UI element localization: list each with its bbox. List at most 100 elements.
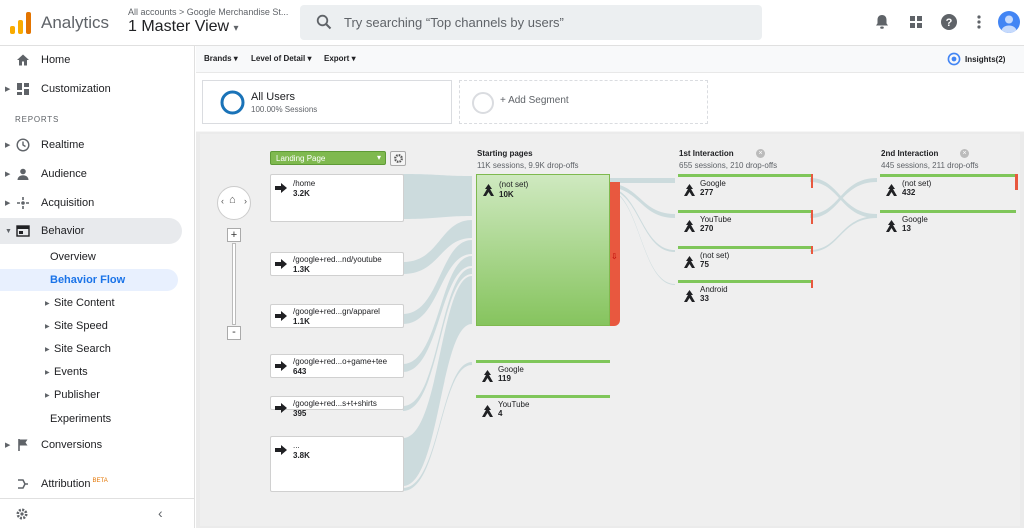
interaction-node[interactable]: YouTube 270 [678,213,812,239]
sidebar-subitem-overview[interactable]: Overview [0,246,178,268]
analytics-logo-icon[interactable] [10,12,32,34]
node-label: Google [700,179,726,188]
sidebar-item-audience[interactable]: ▶ Audience [0,161,182,187]
flag-icon [18,439,28,451]
node-label: (not set) [902,179,932,188]
sidebar-item-label: Home [41,54,71,66]
drop-off-bar [1015,174,1018,190]
sidebar-subitem-experiments[interactable]: Experiments [0,408,178,430]
gear-icon[interactable] [15,507,29,521]
remove-step-icon[interactable]: × [960,149,969,158]
help-icon[interactable]: ? [940,13,958,31]
landing-page-node[interactable]: /google+red...gn/apparel 1.1K [270,304,404,328]
flow-settings-button[interactable] [390,151,406,166]
expand-caret-icon: ▶ [5,171,11,178]
sidebar-item-home[interactable]: Home [0,47,182,73]
node-traffic-bar [678,174,812,177]
interaction-node[interactable]: (not set) 75 [678,249,812,275]
sidebar-item-label: Customization [41,83,111,95]
interaction-node[interactable]: Google 277 [678,177,812,203]
interaction-node[interactable]: Android 33 [678,283,812,309]
node-value: 33 [700,294,709,303]
zoom-in-button[interactable]: + [227,228,241,242]
node-value: 3.2K [293,189,310,198]
node-traffic-bar [678,246,812,249]
sidebar-item-realtime[interactable]: ▶ Realtime [0,132,182,158]
pan-control[interactable]: ‹ ⌂ › [217,186,251,220]
sidebar-item-behavior[interactable]: ▼ Behavior [0,218,182,244]
node-traffic-bar [880,174,1016,177]
search-input[interactable] [344,5,744,40]
sidebar-item-label: Audience [41,168,87,180]
insights-button[interactable]: Insights(2) [947,51,1005,67]
search-bar[interactable] [300,5,762,40]
node-value: 3.8K [293,451,310,460]
node-value: 10K [499,190,514,199]
landing-page-node[interactable]: ... 3.8K [270,436,404,492]
remove-step-icon[interactable]: × [756,149,765,158]
segment-name: All Users [251,91,296,103]
add-segment-button[interactable]: + Add Segment [459,80,708,124]
level-of-detail-dropdown[interactable]: Level of Detail ▾ [251,54,312,63]
starting-page-node[interactable]: (not set) 10K [476,174,610,326]
entry-arrow-icon [275,442,287,460]
node-value: 395 [293,409,307,418]
apps-grid-icon[interactable] [907,13,925,31]
sidebar-subitem-site-speed[interactable]: ▶ Site Speed [0,315,178,337]
flow-links [403,174,877,491]
flow-area[interactable]: ‹ ⌂ › + - Landing Page ▾ /home 3.2K/googl… [200,134,1020,526]
expand-caret-icon: ▶ [5,442,11,449]
sidebar-subitem-publisher[interactable]: ▶ Publisher [0,384,178,406]
sidebar-item-conversions[interactable]: ▶ Conversions [0,432,182,458]
people-icon [684,255,695,273]
account-avatar-icon[interactable] [998,11,1020,33]
pan-left-icon[interactable]: ‹ [221,196,224,206]
landing-page-node[interactable]: /google+red...o+game+tee 643 [270,354,404,378]
flow-link [810,216,877,252]
sidebar-subitem-behavior-flow[interactable]: Behavior Flow [0,269,178,291]
node-label: /google+red...gn/apparel [293,307,380,316]
node-label: (not set) [700,251,730,260]
node-value: 4 [498,409,503,418]
interaction-node[interactable]: (not set) 432 [880,177,1014,203]
dimension-selector[interactable]: Landing Page ▾ [270,151,386,165]
column-title: 1st Interaction [679,149,734,158]
sidebar-item-acquisition[interactable]: ▶ Acquisition [0,190,182,216]
caret-down-icon: ▾ [233,23,239,34]
people-icon [684,183,695,201]
interaction-node[interactable]: Google 13 [880,213,1014,239]
people-icon [886,219,897,237]
flow-link [606,187,675,252]
flow-link [403,220,472,274]
expand-caret-icon: ▶ [5,142,11,149]
node-traffic-bar [880,210,1016,213]
brands-dropdown[interactable]: Brands ▾ [204,54,238,63]
landing-page-node[interactable]: /google+red...nd/youtube 1.3K [270,252,404,276]
sidebar-item-attribution[interactable]: Attribution BETA [0,471,182,497]
starting-page-node[interactable]: YouTube 4 [476,398,610,424]
sidebar-subitem-events[interactable]: ▶ Events [0,361,178,383]
segment-all-users[interactable]: All Users 100.00% Sessions [202,80,452,124]
notifications-icon[interactable] [873,13,891,31]
sidebar-subitem-site-content[interactable]: ▶ Site Content [0,292,178,314]
sidebar-item-customization[interactable]: ▶ Customization [0,76,182,102]
collapse-sidebar-icon[interactable]: ‹ [158,505,163,521]
starting-page-node[interactable]: Google 119 [476,363,610,389]
drop-off-bar [811,280,813,288]
landing-page-node[interactable]: /home 3.2K [270,174,404,222]
entry-arrow-icon [275,256,287,274]
account-breadcrumb[interactable]: All accounts > Google Merchandise St... [128,7,289,17]
export-dropdown[interactable]: Export ▾ [324,54,356,63]
home-icon[interactable]: ⌂ [229,194,236,206]
drop-off-bar[interactable] [610,182,620,326]
more-vert-icon[interactable] [970,13,988,31]
sidebar-subitem-site-search[interactable]: ▶ Site Search [0,338,178,360]
zoom-slider[interactable] [232,243,236,325]
zoom-out-button[interactable]: - [227,326,241,340]
drop-off-bar [811,210,813,224]
top-bar: Analytics All accounts > Google Merchand… [0,0,1024,46]
landing-page-node[interactable]: /google+red...s+t+shirts 395 [270,396,404,418]
people-icon [482,404,493,422]
pan-right-icon[interactable]: › [244,196,247,206]
view-selector[interactable]: 1 Master View ▾ [128,18,239,36]
